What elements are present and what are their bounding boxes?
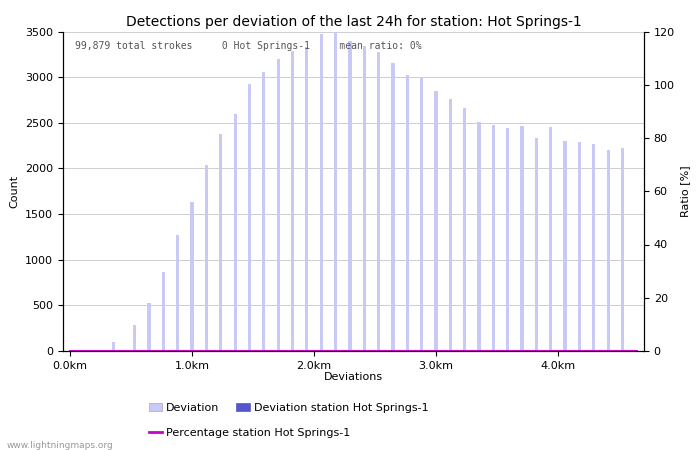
Bar bbox=[248, 84, 251, 351]
Bar bbox=[506, 128, 510, 351]
Bar bbox=[535, 138, 538, 351]
Bar bbox=[219, 134, 223, 351]
Bar bbox=[477, 122, 481, 351]
Bar bbox=[305, 47, 309, 351]
Bar bbox=[276, 59, 280, 351]
Bar bbox=[377, 53, 380, 351]
Bar bbox=[148, 302, 150, 351]
Bar bbox=[291, 51, 294, 351]
Bar bbox=[592, 144, 596, 351]
Bar bbox=[190, 202, 194, 351]
Bar bbox=[606, 150, 610, 351]
Bar bbox=[111, 342, 115, 351]
Y-axis label: Ratio [%]: Ratio [%] bbox=[680, 166, 690, 217]
Bar bbox=[520, 126, 524, 351]
Y-axis label: Count: Count bbox=[10, 175, 20, 208]
Bar bbox=[406, 75, 409, 351]
Bar bbox=[420, 77, 424, 351]
Bar bbox=[449, 99, 452, 351]
Bar bbox=[133, 324, 136, 351]
Bar bbox=[262, 72, 265, 351]
Bar bbox=[564, 141, 567, 351]
Bar bbox=[492, 125, 495, 351]
Bar bbox=[435, 91, 438, 351]
Bar bbox=[334, 32, 337, 351]
Bar bbox=[621, 148, 624, 351]
Text: 99,879 total strokes     0 Hot Springs-1     mean ratio: 0%: 99,879 total strokes 0 Hot Springs-1 mea… bbox=[75, 41, 421, 51]
Bar bbox=[363, 46, 366, 351]
Legend: Percentage station Hot Springs-1: Percentage station Hot Springs-1 bbox=[144, 423, 355, 442]
X-axis label: Deviations: Deviations bbox=[324, 372, 383, 382]
Bar bbox=[320, 34, 323, 351]
Bar bbox=[349, 40, 351, 351]
Bar bbox=[162, 272, 165, 351]
Bar bbox=[463, 108, 466, 351]
Bar bbox=[234, 114, 237, 351]
Bar bbox=[391, 63, 395, 351]
Bar bbox=[205, 165, 208, 351]
Bar bbox=[176, 235, 179, 351]
Bar bbox=[549, 127, 552, 351]
Title: Detections per deviation of the last 24h for station: Hot Springs-1: Detections per deviation of the last 24h… bbox=[125, 15, 582, 29]
Bar bbox=[578, 142, 581, 351]
Text: www.lightningmaps.org: www.lightningmaps.org bbox=[7, 441, 113, 450]
